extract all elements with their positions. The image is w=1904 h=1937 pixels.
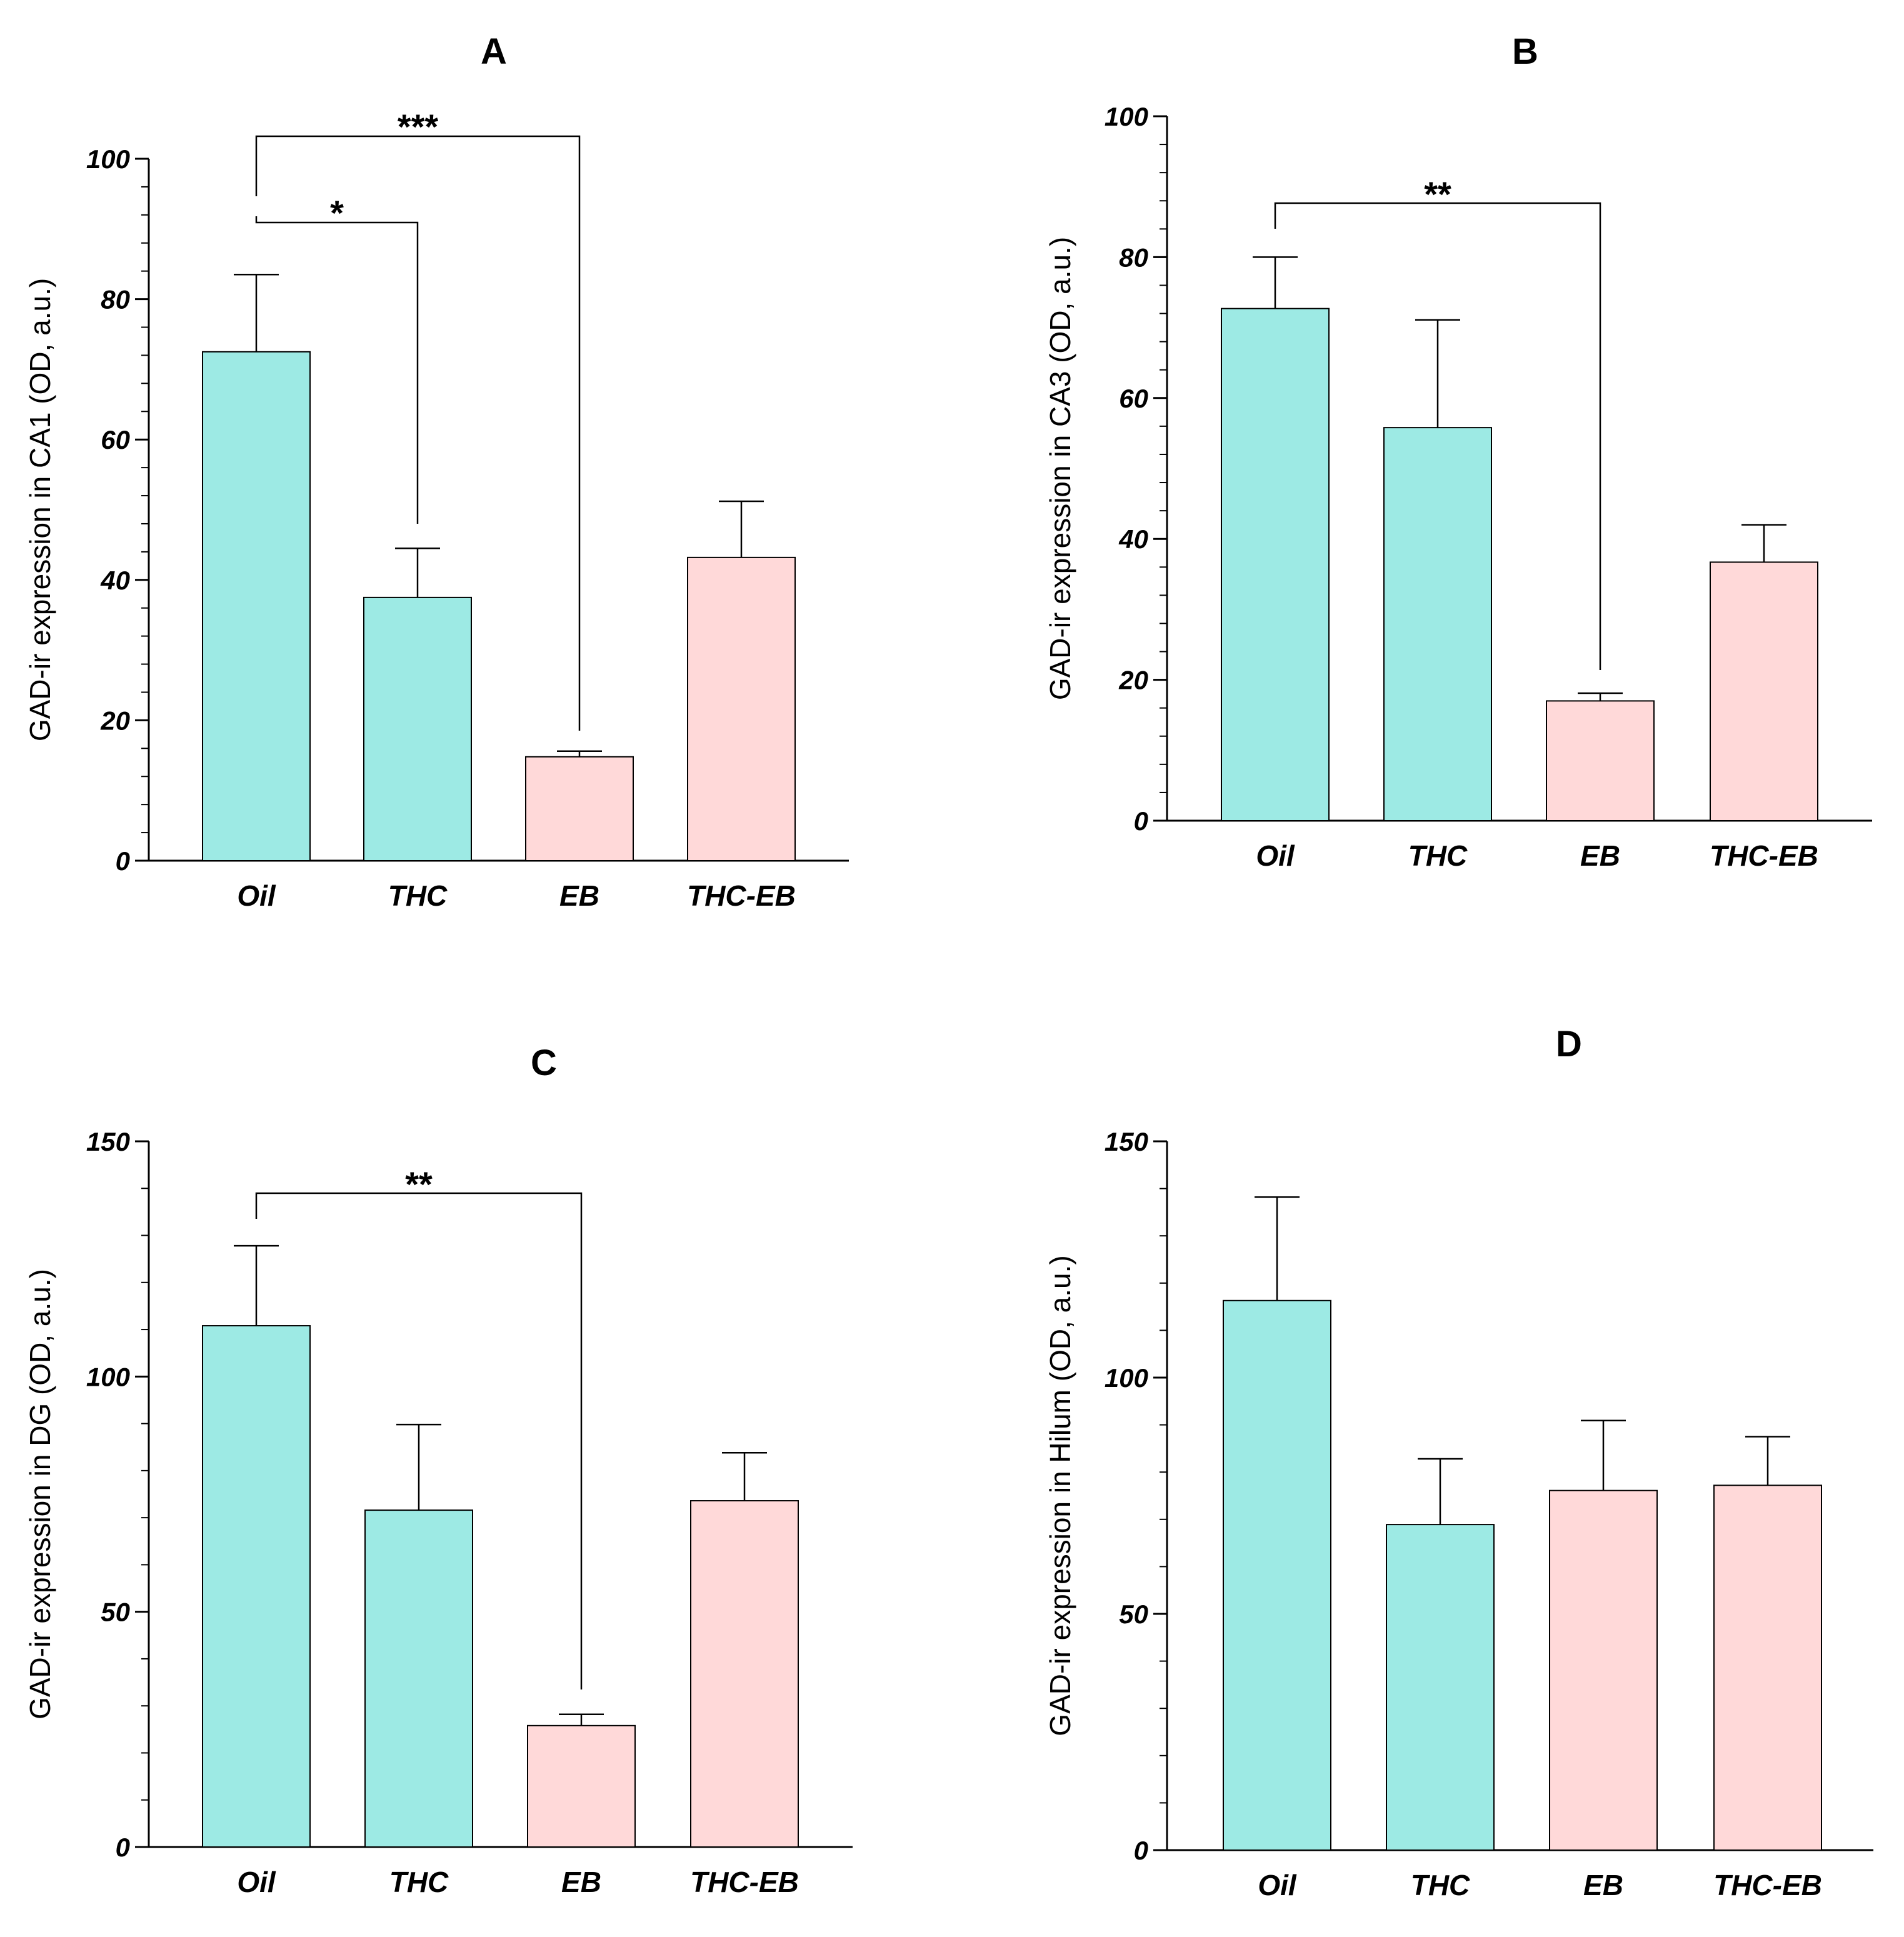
y-tick-label: 150 <box>86 1127 130 1156</box>
x-tick-label: THC <box>1408 839 1468 872</box>
panel-title: C <box>531 1043 557 1083</box>
x-tick-label: THC <box>388 879 448 912</box>
significance-label: ** <box>1424 174 1451 214</box>
x-tick-label: THC-EB <box>690 1866 799 1898</box>
bar <box>1546 700 1655 822</box>
y-tick-label: 50 <box>1119 1599 1148 1629</box>
y-tick-label: 0 <box>1134 806 1148 836</box>
significance-label: ** <box>405 1164 433 1204</box>
y-tick-label: 100 <box>86 144 130 174</box>
x-tick-label: THC <box>1411 1869 1470 1901</box>
y-tick-label: 80 <box>1119 243 1148 272</box>
chart-panel-b: B GAD-ir expression in CA3 (OD, a.u.) 0 20 4… <box>1044 31 1872 872</box>
y-tick-label: 100 <box>1105 1363 1148 1393</box>
chart-panel-d: D GAD-ir expression in Hilum (OD, a.u.) 0 5… <box>1044 1024 1873 1901</box>
x-tick-label: Oil <box>1258 1869 1297 1901</box>
x-tick-label: EB <box>561 1866 601 1898</box>
y-axis-label: GAD-ir expression in Hilum (OD, a.u.) <box>1044 1255 1076 1736</box>
x-tick-label: THC-EB <box>1713 1869 1822 1901</box>
y-tick-label: 150 <box>1105 1127 1148 1156</box>
y-tick-label: 20 <box>100 706 130 735</box>
y-axis-label: GAD-ir expression in CA1 (OD, a.u.) <box>24 278 56 741</box>
chart-panel-a: A GAD-ir expression in CA1 (OD, a.u.) 0 20 4… <box>24 31 849 912</box>
bar <box>687 556 796 861</box>
bar <box>364 1509 473 1848</box>
x-tick-label: THC-EB <box>687 879 796 912</box>
y-tick-label: 0 <box>116 846 130 876</box>
x-tick-label: EB <box>1583 1869 1623 1901</box>
significance-bracket <box>255 1192 583 1689</box>
bar <box>1549 1489 1658 1851</box>
chart-panel-c: C GAD-ir expression in DG (OD, a.u.) 0 50 10… <box>24 1043 853 1898</box>
y-tick-label: 60 <box>1119 384 1148 413</box>
bar <box>1383 427 1492 821</box>
significance-label: *** <box>398 107 439 146</box>
y-tick-label: 80 <box>101 285 130 314</box>
bar <box>1221 308 1330 821</box>
bar <box>1710 561 1818 821</box>
x-tick-label: Oil <box>237 1866 276 1898</box>
panel-title: A <box>481 31 507 72</box>
bar <box>363 596 472 861</box>
x-tick-label: Oil <box>1256 839 1295 872</box>
x-tick-label: EB <box>559 879 599 912</box>
y-tick-label: 100 <box>86 1362 130 1391</box>
y-tick-label: 20 <box>1118 666 1148 695</box>
x-tick-label: THC <box>389 1866 449 1898</box>
panel-title: D <box>1556 1024 1582 1064</box>
x-tick-label: Oil <box>237 879 276 912</box>
y-tick-label: 50 <box>101 1598 130 1627</box>
y-tick-label: 40 <box>100 566 130 595</box>
y-axis-label: GAD-ir expression in DG (OD, a.u.) <box>24 1269 56 1719</box>
y-tick-label: 100 <box>1105 102 1148 131</box>
bar <box>525 756 634 862</box>
bar <box>1386 1524 1495 1851</box>
x-tick-label: EB <box>1580 839 1620 872</box>
y-axis-label: GAD-ir expression in CA3 (OD, a.u.) <box>1044 237 1076 700</box>
y-tick-label: 40 <box>1118 524 1148 554</box>
y-tick-label: 60 <box>101 425 130 454</box>
x-tick-label: THC-EB <box>1710 839 1818 872</box>
significance-bracket <box>255 135 581 731</box>
bar <box>202 1325 311 1848</box>
y-tick-label: 0 <box>116 1833 130 1862</box>
significance-bracket <box>255 216 419 524</box>
y-tick-label: 0 <box>1134 1836 1148 1865</box>
bar <box>527 1724 636 1848</box>
bar <box>690 1500 799 1848</box>
bar <box>202 351 311 861</box>
significance-bracket <box>1274 202 1601 670</box>
bar <box>1223 1299 1331 1851</box>
bar <box>1713 1484 1822 1851</box>
significance-label: * <box>330 193 344 233</box>
panel-title: B <box>1512 31 1538 72</box>
